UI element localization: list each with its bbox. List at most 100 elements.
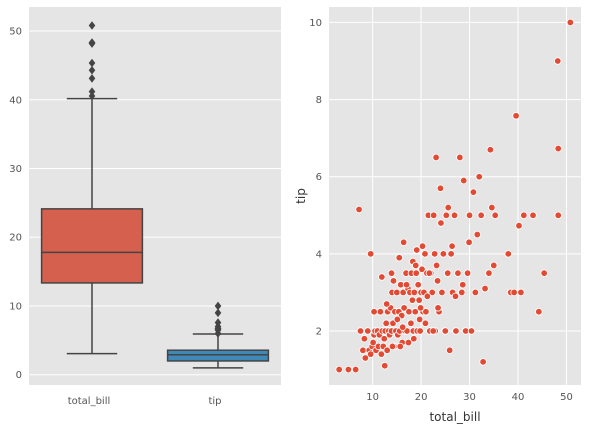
scatter-point	[421, 250, 429, 258]
box-plot-tick-labels: 0 10 20 30 40 50	[9, 27, 22, 382]
y-tick-label: 10	[309, 18, 322, 29]
scatter-point	[399, 238, 408, 246]
scatter-point	[404, 338, 413, 347]
y-tick-label: 40	[9, 95, 22, 106]
scatter-point	[413, 246, 421, 254]
outlier-point	[214, 318, 222, 327]
box-plot-area	[29, 7, 281, 385]
scatter-point	[364, 327, 372, 335]
x-tick-label: 40	[512, 392, 525, 403]
scatter-point	[463, 269, 472, 277]
scatter-point	[388, 342, 397, 351]
scatter-plot-panel: 10 20 30 40 50 2 4 6 8 10 total_bill tip	[294, 7, 581, 424]
scatter-point	[441, 327, 450, 335]
scatter-point	[411, 308, 419, 316]
scatter-point	[432, 261, 441, 270]
scatter-point	[415, 296, 423, 304]
scatter-point	[422, 308, 430, 316]
scatter-point	[448, 242, 456, 250]
scatter-point	[447, 250, 455, 258]
scatter-point	[356, 327, 365, 335]
scatter-plot-x-axis-label: total_bill	[429, 410, 480, 424]
scatter-point	[437, 219, 445, 227]
scatter-point	[469, 188, 478, 196]
scatter-point	[460, 176, 468, 185]
scatter-point	[517, 288, 525, 297]
scatter-point	[344, 365, 353, 374]
scatter-point	[393, 288, 401, 297]
scatter-point	[479, 358, 487, 366]
scatter-point	[366, 350, 375, 358]
scatter-point	[490, 261, 498, 270]
scatter-point	[475, 173, 483, 181]
scatter-point	[485, 269, 493, 277]
scatter-point	[387, 269, 396, 277]
box-plot-panel: 0 10 20 30 40 50 total_bill tip	[9, 7, 281, 407]
scatter-point	[445, 346, 454, 354]
scatter-point	[444, 203, 452, 212]
scatter-point	[535, 308, 543, 316]
scatter-point	[415, 315, 424, 324]
y-tick-label: 8	[316, 95, 322, 106]
scatter-point	[429, 211, 438, 219]
scatter-point	[412, 261, 420, 270]
scatter-point	[488, 203, 496, 212]
y-tick-label: 10	[9, 301, 22, 312]
scatter-point	[407, 319, 415, 327]
scatter-point	[554, 57, 562, 65]
scatter-point	[382, 319, 390, 327]
scatter-point	[335, 365, 343, 374]
scatter-point	[377, 350, 386, 358]
scatter-point	[452, 327, 460, 335]
scatter-point	[465, 211, 474, 219]
y-tick-label: 30	[9, 164, 22, 175]
outlier-point	[88, 21, 96, 30]
y-tick-label: 0	[16, 370, 22, 381]
scatter-point	[416, 327, 424, 335]
scatter-point	[380, 335, 388, 343]
scatter-point	[396, 342, 404, 351]
y-tick-label: 4	[316, 249, 322, 260]
scatter-point	[434, 304, 442, 312]
x-tick-label: 20	[415, 392, 428, 403]
scatter-point	[370, 308, 378, 316]
y-tick-label: 20	[9, 233, 22, 244]
scatter-point	[444, 269, 452, 277]
scatter-point	[423, 292, 432, 300]
scatter-plot-y-axis-label: tip	[294, 188, 308, 204]
y-tick-label: 2	[316, 327, 322, 338]
scatter-point	[554, 144, 562, 153]
scatter-point	[459, 281, 467, 289]
scatter-point	[433, 277, 442, 285]
scatter-point	[383, 346, 391, 354]
scatter-point	[432, 153, 440, 162]
scatter-point	[359, 346, 367, 354]
box-plot-boxes	[40, 21, 270, 369]
scatter-point	[378, 273, 386, 281]
scatter-point	[438, 288, 446, 297]
scatter-point	[451, 292, 460, 300]
scatter-plot-area	[329, 7, 581, 385]
outlier-point	[88, 87, 96, 96]
scatter-point	[402, 281, 411, 289]
scatter-point	[566, 18, 575, 27]
x-tick-label: 30	[463, 392, 476, 403]
scatter-point	[382, 300, 391, 308]
scatter-point	[398, 323, 407, 331]
y-tick-label: 50	[9, 27, 22, 38]
scatter-point	[381, 362, 389, 370]
scatter-point	[456, 153, 464, 162]
outlier-point	[88, 58, 96, 68]
scatter-point	[400, 304, 408, 312]
scatter-point	[471, 288, 480, 297]
scatter-point	[429, 327, 437, 335]
scatter-point	[412, 269, 420, 277]
scatter-point	[393, 315, 402, 324]
box-iqr	[40, 208, 144, 284]
y-tick-label: 6	[316, 172, 322, 183]
scatter-point	[414, 281, 422, 289]
scatter-point	[465, 238, 473, 246]
scatter-point	[428, 288, 436, 297]
scatter-point	[454, 269, 462, 277]
scatter-point	[439, 250, 448, 258]
